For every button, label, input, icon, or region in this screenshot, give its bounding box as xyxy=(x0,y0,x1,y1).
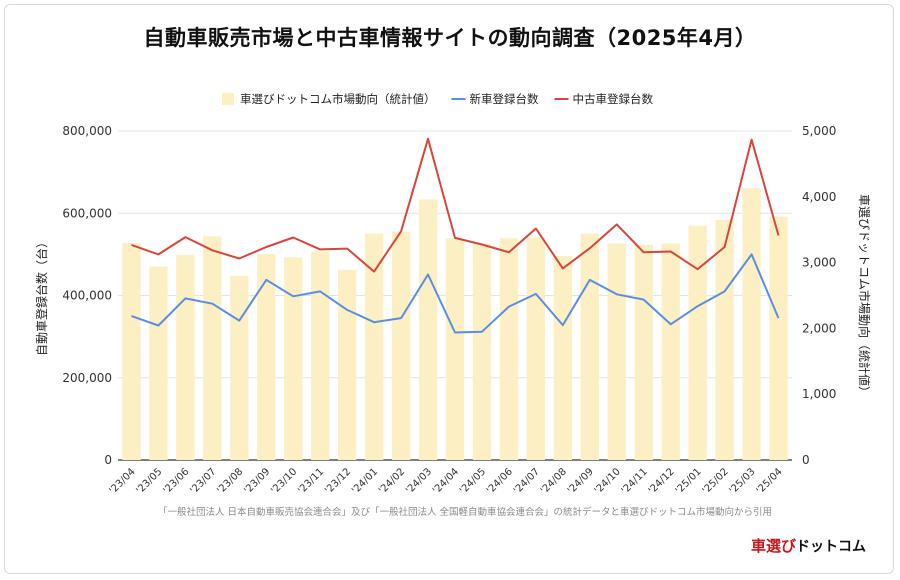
legend: 車選びドットコム市場動向（統計値） 新車登録台数 中古車登録台数 xyxy=(222,92,653,106)
x-tick-label: '24/09 xyxy=(566,466,596,496)
left-tick-label: 0 xyxy=(104,453,112,467)
bar xyxy=(580,233,599,460)
bar xyxy=(553,256,573,460)
new-car-line xyxy=(131,253,780,334)
x-tick-label: '24/10 xyxy=(593,466,623,496)
x-tick-label: '23/06 xyxy=(161,466,191,496)
bar xyxy=(391,231,411,460)
bar xyxy=(122,242,141,460)
used-car-line xyxy=(131,137,780,273)
right-tick-label: 3,000 xyxy=(802,256,836,270)
x-tick-label: '23/11 xyxy=(296,466,326,496)
x-tick-label: '24/02 xyxy=(377,466,407,496)
x-tick-label: '25/02 xyxy=(701,466,731,496)
right-tick-label: 1,000 xyxy=(802,387,836,401)
bar xyxy=(284,257,303,460)
left-tick-label: 200,000 xyxy=(62,371,112,385)
bar xyxy=(742,188,761,460)
right-tick-label: 4,000 xyxy=(802,190,836,204)
bar xyxy=(688,225,707,460)
x-tick-label: '23/12 xyxy=(323,466,353,496)
x-tick-label: '23/10 xyxy=(269,466,299,496)
bar xyxy=(364,233,384,460)
bar xyxy=(311,251,330,460)
bar xyxy=(445,238,465,460)
brand-part1: 車選び xyxy=(750,537,796,555)
x-tick-label: '23/05 xyxy=(134,466,164,496)
chart-title: 自動車販売市場と中古車情報サイトの動向調査（2025年4月） xyxy=(143,26,757,50)
brand-part2: ドットコム xyxy=(796,539,866,555)
bar xyxy=(257,254,276,460)
legend-label: 新車登録台数 xyxy=(470,92,539,106)
source-note: 「一般社団法人 日本自動車販売協会連合会」及び「一般社団法人 全国軽自動車協会連… xyxy=(158,506,772,518)
x-tick-label: '24/12 xyxy=(647,466,677,496)
x-tick-label: '24/05 xyxy=(458,466,488,496)
x-tick-label: '24/08 xyxy=(539,466,569,496)
x-tick-label: '24/06 xyxy=(485,466,515,496)
x-tick-label: '24/11 xyxy=(620,466,650,496)
x-tick-label: '24/04 xyxy=(431,466,461,496)
left-axis-label: 自動車登録台数（台） xyxy=(34,236,49,356)
legend-label: 中古車登録台数 xyxy=(573,92,654,106)
left-tick-label: 600,000 xyxy=(62,206,112,220)
legend-swatch-bar xyxy=(222,93,234,105)
bar xyxy=(769,216,788,460)
x-tick-label: '23/08 xyxy=(215,466,245,496)
line-series xyxy=(131,137,780,334)
bar xyxy=(203,236,222,460)
x-tick-label: '25/01 xyxy=(674,466,704,496)
bar xyxy=(526,237,546,460)
bar xyxy=(149,266,168,460)
brand-logo: 車選びドットコム xyxy=(751,535,866,556)
right-axis-label: 車選びドットコム市場動向（統計値） xyxy=(857,194,872,398)
bar xyxy=(337,269,357,460)
left-tick-label: 400,000 xyxy=(62,289,112,303)
right-tick-label: 5,000 xyxy=(802,124,836,138)
bar xyxy=(661,243,680,460)
bar xyxy=(418,199,438,460)
bar xyxy=(607,243,626,460)
bar xyxy=(634,244,653,460)
legend-label: 車選びドットコム市場動向（統計値） xyxy=(240,92,436,106)
bar xyxy=(499,238,519,460)
x-tick-label: '24/01 xyxy=(350,466,380,496)
x-tick-label: '25/03 xyxy=(728,466,758,496)
right-tick-label: 2,000 xyxy=(802,321,836,335)
x-tick-label: '24/03 xyxy=(404,466,434,496)
x-tick-label: '23/09 xyxy=(242,466,272,496)
bar-series xyxy=(122,188,788,460)
bar xyxy=(230,275,249,460)
x-tick-label: '25/04 xyxy=(755,466,785,496)
left-tick-label: 800,000 xyxy=(62,124,112,138)
right-tick-label: 0 xyxy=(802,453,810,467)
bar xyxy=(715,219,734,460)
bar xyxy=(472,243,492,460)
x-tick-label: '23/07 xyxy=(188,466,218,496)
x-tick-label: '24/07 xyxy=(512,466,542,496)
bar xyxy=(176,254,195,460)
x-tick-label: '23/04 xyxy=(107,466,137,496)
